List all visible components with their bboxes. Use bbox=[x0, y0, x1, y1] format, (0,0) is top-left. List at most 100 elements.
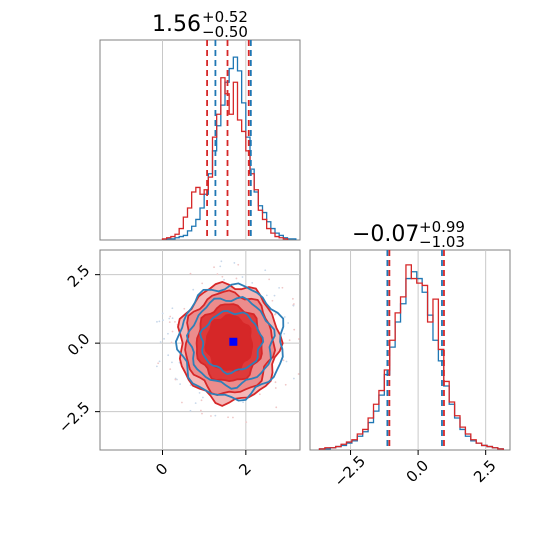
scatter-point bbox=[274, 312, 277, 315]
scatter-point bbox=[174, 320, 176, 323]
scatter-point bbox=[221, 275, 224, 278]
scatter-point bbox=[171, 307, 174, 310]
scatter-point bbox=[179, 383, 181, 385]
histogram-series bbox=[318, 264, 504, 450]
scatter-point bbox=[237, 263, 240, 266]
scatter-point bbox=[242, 401, 245, 404]
scatter-point bbox=[170, 341, 173, 344]
panel-title-upper: +0.99 bbox=[419, 218, 465, 236]
scatter-point bbox=[220, 260, 223, 263]
scatter-point bbox=[227, 416, 229, 419]
panel-title-lower: −0.50 bbox=[202, 23, 248, 41]
y-tick-label: 2.5 bbox=[64, 261, 94, 291]
scatter-point bbox=[292, 304, 295, 307]
panel-title-median: 1.56 bbox=[152, 12, 201, 37]
panel-marginal-y: −2.5 0.0 2.5 −0.07 +0.99 −1.03 bbox=[309, 218, 511, 491]
scatter-point bbox=[174, 378, 177, 381]
panel-marginal-x: 1.56 +0.52 −0.50 bbox=[99, 8, 301, 241]
y-tick-label: −2.5 bbox=[55, 398, 93, 436]
scatter-point bbox=[287, 322, 290, 324]
scatter-point bbox=[258, 393, 261, 396]
scatter-point bbox=[169, 368, 172, 371]
scatter-point bbox=[278, 287, 281, 289]
scatter-point bbox=[235, 277, 238, 280]
scatter-point bbox=[169, 315, 172, 318]
scatter-point bbox=[155, 365, 158, 368]
histogram-series-line bbox=[318, 264, 504, 450]
scatter-point bbox=[251, 282, 254, 284]
contours bbox=[174, 280, 285, 407]
scatter-point bbox=[176, 378, 178, 381]
histogram-series-line bbox=[161, 77, 289, 240]
scatter-point bbox=[283, 316, 286, 318]
histogram-series-line bbox=[166, 56, 297, 240]
scatter-point bbox=[183, 307, 186, 310]
y-tick-label: 0.0 bbox=[64, 330, 94, 360]
red-contour bbox=[204, 313, 254, 372]
scatter-point bbox=[189, 409, 192, 412]
scatter-point bbox=[200, 399, 203, 402]
scatter-point bbox=[264, 269, 267, 272]
scatter-point bbox=[271, 299, 274, 302]
scatter-point bbox=[282, 359, 285, 362]
x-tick-label: 2.5 bbox=[470, 456, 500, 486]
scatter-point bbox=[232, 416, 234, 419]
scatter-point bbox=[167, 354, 170, 357]
scatter-point bbox=[198, 391, 201, 394]
scatter-point bbox=[283, 332, 286, 335]
scatter-point bbox=[201, 396, 204, 399]
scatter-point bbox=[194, 402, 197, 405]
blue-contour bbox=[174, 282, 285, 402]
x-tick-label: 0 bbox=[152, 460, 171, 479]
scatter-point bbox=[297, 338, 300, 340]
scatter-point bbox=[293, 377, 295, 380]
panel-title-median: −0.07 bbox=[352, 222, 419, 247]
scatter-point bbox=[201, 282, 204, 285]
scatter-point bbox=[297, 373, 300, 375]
scatter-point bbox=[241, 276, 244, 278]
scatter-point bbox=[167, 332, 169, 335]
scatter-point bbox=[163, 337, 165, 340]
scatter-point bbox=[293, 303, 295, 305]
scatter-point bbox=[159, 341, 162, 343]
scatter-point bbox=[189, 272, 192, 275]
scatter-point bbox=[245, 421, 248, 424]
scatter-point bbox=[171, 330, 174, 333]
quantile-lines bbox=[206, 40, 252, 240]
scatter-point bbox=[265, 294, 268, 297]
panel-frame bbox=[99, 39, 301, 241]
scatter-point bbox=[171, 317, 174, 320]
scatter-point bbox=[156, 320, 158, 323]
scatter-point bbox=[273, 294, 276, 297]
axis-ticks: −2.5 0.0 2.5 bbox=[331, 450, 500, 491]
scatter-point bbox=[281, 286, 284, 289]
scatter-point bbox=[161, 312, 164, 315]
histogram-series bbox=[161, 56, 297, 240]
scatter-point bbox=[293, 328, 296, 331]
scatter-point bbox=[199, 409, 202, 412]
scatter-point bbox=[158, 360, 161, 363]
scatter-point bbox=[157, 362, 160, 365]
scatter-point bbox=[288, 339, 291, 342]
scatter-point bbox=[274, 381, 277, 384]
blue-contour bbox=[185, 296, 276, 390]
scatter-point bbox=[214, 414, 217, 417]
scatter-point bbox=[233, 262, 236, 264]
scatter-point bbox=[223, 278, 225, 281]
scatter-point bbox=[284, 383, 287, 386]
scatter-point bbox=[291, 297, 294, 300]
x-tick-label: −2.5 bbox=[331, 452, 369, 490]
scatter-point bbox=[210, 415, 212, 417]
quantile-lines bbox=[386, 250, 445, 450]
center-marker bbox=[229, 337, 238, 346]
scatter-point bbox=[216, 273, 219, 276]
scatter-point bbox=[213, 266, 215, 269]
panel-frame bbox=[309, 249, 511, 451]
scatter-point bbox=[168, 321, 171, 324]
scatter-point bbox=[275, 406, 278, 409]
scatter-point bbox=[162, 319, 164, 322]
scatter-point bbox=[181, 401, 183, 404]
scatter-point bbox=[268, 278, 271, 281]
scatter-point bbox=[192, 288, 195, 291]
